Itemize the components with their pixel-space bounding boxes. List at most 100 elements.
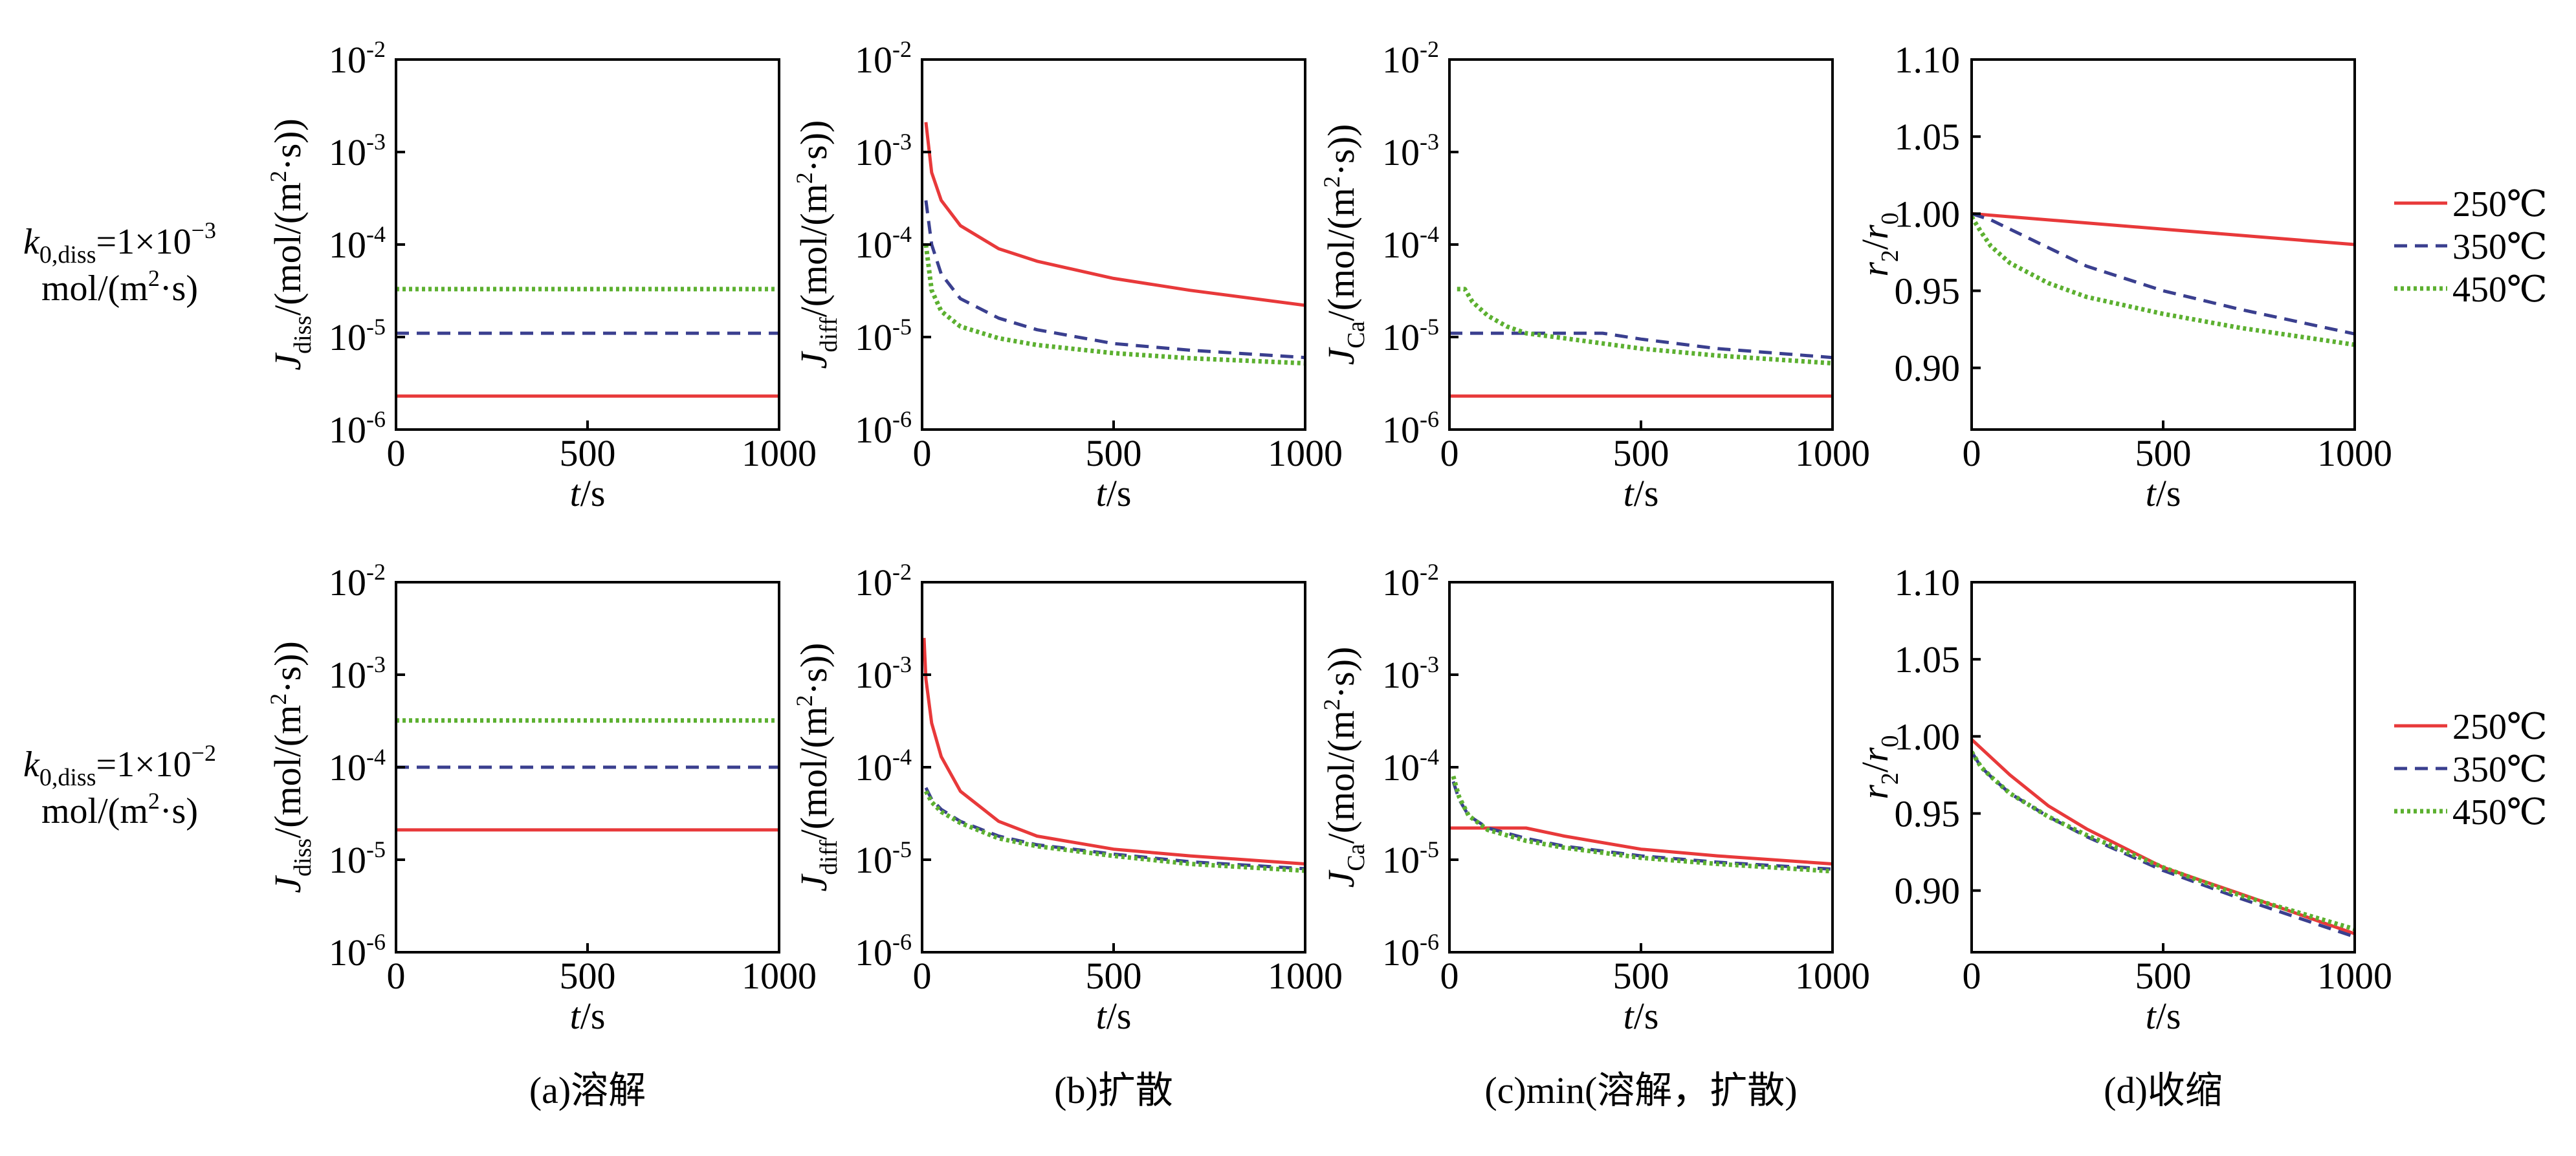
- y-tick-label: 1.05: [1895, 116, 1961, 158]
- y-axis-title: JCa/(mol/(m2·s)): [1319, 124, 1370, 365]
- y-tick-label: 10-6: [1382, 406, 1439, 451]
- series-line-b2-350C: [924, 787, 1305, 871]
- y-tick-label: 10-5: [1382, 836, 1439, 881]
- plot-frame: [395, 58, 780, 431]
- x-axis-title: t/s: [570, 995, 606, 1037]
- y-axis-title: Jdiff/(mol/(m2·s)): [791, 120, 842, 369]
- y-tick-label: 10-6: [329, 929, 386, 974]
- row-label-k: k0,diss=1×10−3: [23, 217, 216, 268]
- panel-a2: 0 500 1000 10-2 10-3 10-4 10-5 10-6 t/s Jdiss/(mo…: [265, 559, 817, 1037]
- x-tick-label: 500: [1613, 432, 1669, 474]
- x-axis-title: t/s: [1624, 472, 1659, 514]
- y-tick-label: 10-4: [329, 221, 386, 266]
- x-tick-label: 1000: [1268, 432, 1343, 474]
- y-axis-title: r2/r0: [1854, 212, 1904, 276]
- panel-d1: 0 500 1000 1.10 1.05 1.00 0.95 0.90 t/s r2/r0: [1854, 39, 2392, 514]
- row-label-k: k0,diss=1×10−2: [23, 740, 216, 791]
- plot-frame: [1970, 581, 2356, 954]
- series-line-c2-250C: [1449, 826, 1833, 866]
- row-label-unit: mol/(m2·s): [41, 265, 198, 309]
- plot-frame: [1970, 58, 2356, 431]
- y-tick-label: 10-4: [329, 744, 386, 789]
- y-tick-label: 10-4: [855, 744, 912, 789]
- y-axis-title: JCa/(mol/(m2·s)): [1319, 647, 1370, 888]
- legend-label: 250℃: [2452, 184, 2548, 224]
- x-tick-label: 1000: [1795, 432, 1870, 474]
- y-tick-label: 10-2: [1382, 36, 1439, 81]
- panel-b2: 0 500 1000 10-2 10-3 10-4 10-5 10-6 t/s Jdiff/(mo…: [791, 559, 1343, 1037]
- y-tick-label: 0.90: [1895, 347, 1961, 389]
- y-tick-label: 10-2: [329, 36, 386, 81]
- series-line-b1-350C: [924, 200, 1305, 360]
- series-line-d1-250C: [1972, 212, 2355, 246]
- y-tick-label: 10-5: [855, 314, 912, 358]
- y-tick-label: 10-5: [329, 836, 386, 881]
- panel-b1: 0 500 1000 10-2 10-3 10-4 10-5 10-6 t/s Jdiff/(mo…: [791, 36, 1343, 514]
- x-tick-label: 500: [560, 432, 616, 474]
- y-tick-label: 10-2: [329, 559, 386, 604]
- row-label-unit: mol/(m2·s): [41, 788, 198, 831]
- legend-label: 250℃: [2452, 707, 2548, 747]
- series-line-c1-350C: [1449, 331, 1833, 360]
- x-tick-label: 500: [1613, 955, 1669, 997]
- y-tick-label: 0.95: [1895, 793, 1961, 835]
- series-line-c1-450C: [1457, 287, 1833, 366]
- y-tick-label: 0.90: [1895, 870, 1961, 912]
- x-tick-label: 0: [387, 955, 406, 997]
- series-line-d2-450C: [1972, 750, 2355, 932]
- x-tick-label: 500: [2135, 955, 2192, 997]
- x-axis-title: t/s: [570, 472, 606, 514]
- panel-caption: (d)收缩: [2104, 1069, 2223, 1111]
- y-tick-label: 10-3: [329, 651, 386, 696]
- y-tick-label: 10-4: [1382, 221, 1439, 266]
- legend-label: 350℃: [2452, 750, 2548, 790]
- series-line-b2-250C: [922, 637, 1305, 866]
- y-tick-label: 10-5: [1382, 314, 1439, 358]
- series-line-c2-450C: [1451, 775, 1833, 874]
- y-tick-label: 10-3: [1382, 651, 1439, 696]
- panel-a1: 0 500 1000 10-2 10-3 10-4 10-5 10-6 t/s Jdiss/(mo…: [265, 36, 817, 514]
- legend-label: 350℃: [2452, 227, 2548, 267]
- x-tick-label: 0: [1963, 955, 1981, 997]
- y-axis-title: r2/r0: [1854, 735, 1904, 799]
- x-tick-label: 1000: [742, 432, 817, 474]
- y-axis-title: Jdiss/(mol/(m2·s)): [265, 118, 316, 371]
- y-tick-label: 10-3: [855, 129, 912, 173]
- y-tick-label: 10-2: [855, 559, 912, 604]
- x-tick-label: 500: [2135, 432, 2192, 474]
- plot-frame: [1448, 581, 1834, 954]
- series-line-d1-350C: [1972, 212, 2355, 336]
- y-tick-label: 10-5: [855, 836, 912, 881]
- x-tick-label: 1000: [1268, 955, 1343, 997]
- y-tick-label: 10-4: [1382, 744, 1439, 789]
- x-tick-label: 500: [1086, 432, 1142, 474]
- y-tick-label: 10-6: [1382, 929, 1439, 974]
- x-tick-label: 500: [560, 955, 616, 997]
- y-axis-title: Jdiss/(mol/(m2·s)): [265, 641, 316, 893]
- series-line-d2-250C: [1972, 738, 2355, 935]
- series-line-c2-350C: [1451, 781, 1833, 871]
- panel-d2: 0 500 1000 1.10 1.05 1.00 0.95 0.90 t/s r2/r0: [1854, 562, 2392, 1037]
- y-tick-label: 0.95: [1895, 270, 1961, 312]
- x-tick-label: 1000: [742, 955, 817, 997]
- plot-frame: [921, 581, 1306, 954]
- legend-label: 450℃: [2452, 270, 2548, 310]
- plot-frame: [1448, 58, 1834, 431]
- x-tick-label: 500: [1086, 955, 1142, 997]
- x-axis-title: t/s: [1096, 995, 1132, 1037]
- x-tick-label: 0: [1963, 432, 1981, 474]
- x-tick-label: 1000: [2317, 432, 2392, 474]
- y-tick-label: 10-3: [329, 129, 386, 173]
- panel-c1: 0 500 1000 10-2 10-3 10-4 10-5 10-6 t/s JCa/(mol/…: [1319, 36, 1870, 514]
- x-tick-label: 0: [913, 432, 932, 474]
- y-tick-label: 1.05: [1895, 638, 1961, 681]
- series-line-b1-250C: [924, 122, 1305, 307]
- x-tick-label: 1000: [2317, 955, 2392, 997]
- x-tick-label: 1000: [1795, 955, 1870, 997]
- y-tick-label: 10-2: [1382, 559, 1439, 604]
- x-axis-title: t/s: [1624, 995, 1659, 1037]
- y-tick-label: 10-6: [329, 406, 386, 451]
- series-line-d2-350C: [1972, 750, 2355, 939]
- y-tick-label: 10-6: [855, 406, 912, 451]
